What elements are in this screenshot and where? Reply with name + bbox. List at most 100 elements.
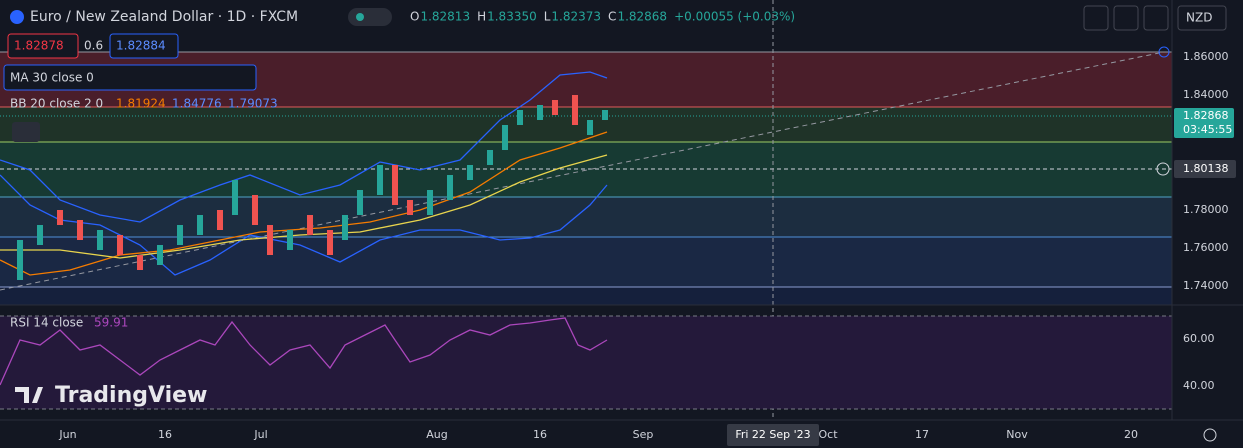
bb-upper: 1.84776 — [172, 97, 222, 111]
logo — [15, 387, 43, 403]
ohlc-key: H — [477, 10, 486, 24]
ohlc: O 1.82813 H 1.83350 L 1.82373 C 1.82868 — [410, 10, 667, 24]
status-pill — [348, 8, 392, 26]
status-dot — [356, 13, 364, 21]
time-tick: Jun — [58, 428, 76, 441]
candle — [252, 195, 258, 225]
buy: 1.82884 — [116, 39, 166, 53]
candle — [177, 225, 183, 245]
ohlc-key: L — [544, 10, 551, 24]
ohlc-value: 1.83350 — [487, 10, 537, 24]
candle — [117, 235, 123, 255]
currency-button[interactable] — [1177, 5, 1227, 31]
time-tick: 17 — [915, 428, 929, 441]
candle — [77, 220, 83, 240]
watermark: TradingView — [55, 383, 207, 408]
ohlc-value: 1.82813 — [420, 10, 470, 24]
currency: NZD — [1186, 11, 1212, 25]
zone — [0, 107, 1172, 142]
crosshair-date-badge — [727, 424, 819, 446]
handle[interactable] — [1158, 46, 1170, 58]
candle — [392, 165, 398, 205]
candle — [342, 215, 348, 240]
candle — [502, 125, 508, 150]
rsi-tick: 60.00 — [1183, 332, 1215, 345]
candle — [602, 110, 608, 120]
crosshair-price: 1.80138 — [1183, 162, 1229, 175]
ohlc-key: O — [410, 10, 419, 24]
time-tick: Jul — [253, 428, 267, 441]
last-price-badge — [1174, 108, 1234, 138]
button[interactable] — [1083, 5, 1109, 31]
candle — [57, 210, 63, 225]
bb-upper — [0, 71, 608, 223]
time-tick: Oct — [818, 428, 838, 441]
ma-legend[interactable] — [3, 64, 257, 91]
last-price: 1.82868 — [1183, 109, 1229, 122]
rsi-band — [0, 316, 1172, 409]
trend-line — [0, 51, 1165, 291]
rsi-tick: 40.00 — [1183, 379, 1215, 392]
plus-button[interactable] — [1156, 162, 1170, 176]
candle — [427, 190, 433, 215]
time-tick: 16 — [158, 428, 172, 441]
candle — [517, 110, 523, 125]
bb-basis: 1.81924 — [116, 97, 166, 111]
buy-button[interactable] — [109, 33, 179, 59]
candle — [307, 215, 313, 235]
button[interactable] — [1113, 5, 1139, 31]
button[interactable] — [1143, 5, 1169, 31]
candle — [552, 100, 558, 115]
candle — [37, 225, 43, 245]
candle — [357, 190, 363, 215]
zone — [0, 237, 1172, 287]
candle — [197, 215, 203, 235]
candle — [587, 120, 593, 135]
candle — [572, 95, 578, 125]
candle — [17, 240, 23, 280]
crosshair-date: Fri 22 Sep '23 — [735, 428, 810, 441]
candle — [377, 165, 383, 195]
ohlc-value: 1.82868 — [617, 10, 667, 24]
price-tick: 1.86000 — [1183, 50, 1229, 63]
time-tick: Sep — [633, 428, 654, 441]
flag-icon — [10, 10, 24, 24]
crosshair-badge — [1174, 160, 1236, 178]
candle — [327, 230, 333, 255]
rsi-label: RSI 14 close — [10, 316, 83, 330]
ohlc-key: C — [608, 10, 616, 24]
candle — [407, 200, 413, 215]
rsi — [0, 317, 608, 386]
time-tick: Aug — [426, 428, 447, 441]
candle — [267, 225, 273, 255]
ohlc-value: 1.82373 — [551, 10, 601, 24]
candle — [467, 165, 473, 180]
candle — [232, 180, 238, 215]
change: +0.00055 (+0.03%) — [674, 10, 795, 24]
candle — [137, 255, 143, 270]
time-tick: 20 — [1124, 428, 1138, 441]
bb-lower — [0, 174, 608, 276]
collapse-button[interactable] — [12, 122, 40, 142]
price-tick: 1.84000 — [1183, 88, 1229, 101]
time-tick: Nov — [1006, 428, 1028, 441]
bb-label: BB 20 close 2 0 — [10, 97, 103, 111]
price-tick: 1.76000 — [1183, 241, 1229, 254]
candle — [287, 230, 293, 250]
settings-button[interactable] — [1203, 428, 1217, 442]
ma-label: MA 30 close 0 — [10, 71, 94, 85]
zone — [0, 287, 1172, 305]
symbol: Euro / New Zealand Dollar · 1D · FXCM — [30, 9, 298, 25]
candle — [97, 230, 103, 250]
rsi-value: 59.91 — [94, 316, 128, 330]
price-tick: 1.78000 — [1183, 203, 1229, 216]
spread: 0.6 — [84, 39, 103, 53]
sell-button[interactable] — [7, 33, 79, 59]
countdown: 03:45:55 — [1183, 123, 1232, 136]
candle — [157, 245, 163, 265]
bb-lower: 1.79073 — [228, 97, 278, 111]
sell: 1.82878 — [14, 39, 64, 53]
candle — [487, 150, 493, 165]
time-tick: 16 — [533, 428, 547, 441]
